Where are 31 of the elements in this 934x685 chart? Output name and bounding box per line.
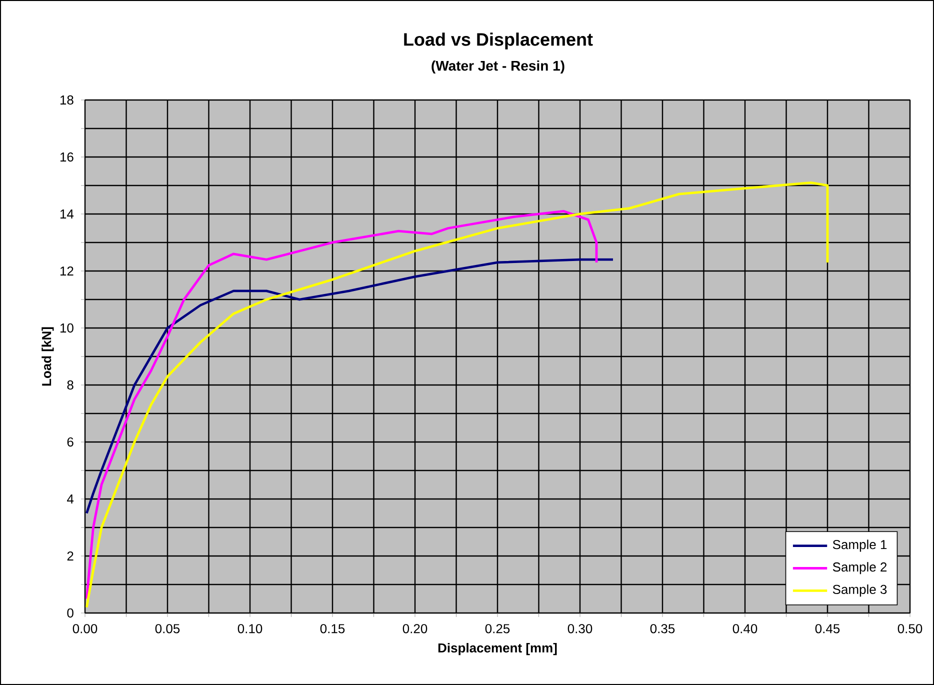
- x-tick-label: 0.40: [732, 624, 758, 634]
- x-tick-label: 0.05: [155, 624, 180, 634]
- x-tick-label: 0.10: [238, 624, 262, 634]
- y-tick-label: 8: [67, 380, 74, 390]
- line-series: [85, 210, 598, 600]
- y-axis-title: Load [kN]: [42, 327, 54, 386]
- y-tick-label: 16: [60, 152, 74, 162]
- x-tick-label: 0.30: [568, 624, 592, 634]
- y-tick-label: 10: [60, 323, 74, 333]
- x-tick-label: 0.00: [72, 624, 98, 634]
- chart-title: Load vs Displacement: [404, 32, 593, 50]
- y-tick-label: 2: [67, 551, 74, 561]
- chart-subtitle: (Water Jet - Resin 1): [432, 60, 564, 74]
- line-series: [85, 258, 614, 514]
- x-tick-label: 0.25: [485, 624, 510, 634]
- x-tick-label: 0.15: [320, 624, 345, 634]
- y-tick-label: 14: [60, 210, 74, 218]
- y-tick-label: 0: [67, 608, 74, 618]
- x-axis-title: Displacement [mm]: [438, 643, 557, 656]
- legend-label: Sample 1: [832, 540, 887, 552]
- x-tick-label: 0.50: [898, 624, 922, 634]
- x-tick-label: 0.35: [650, 624, 675, 634]
- y-tick-label: 18: [60, 95, 74, 105]
- legend-label: Sample 3: [832, 584, 887, 597]
- y-tick-label: 4: [67, 494, 74, 504]
- line-series: [85, 181, 829, 608]
- x-tick-label: 0.45: [815, 624, 840, 634]
- y-tick-label: 12: [60, 266, 74, 276]
- x-tick-label: 0.20: [402, 624, 428, 634]
- legend-label: Sample 2: [832, 562, 887, 574]
- y-tick-label: 6: [67, 437, 74, 447]
